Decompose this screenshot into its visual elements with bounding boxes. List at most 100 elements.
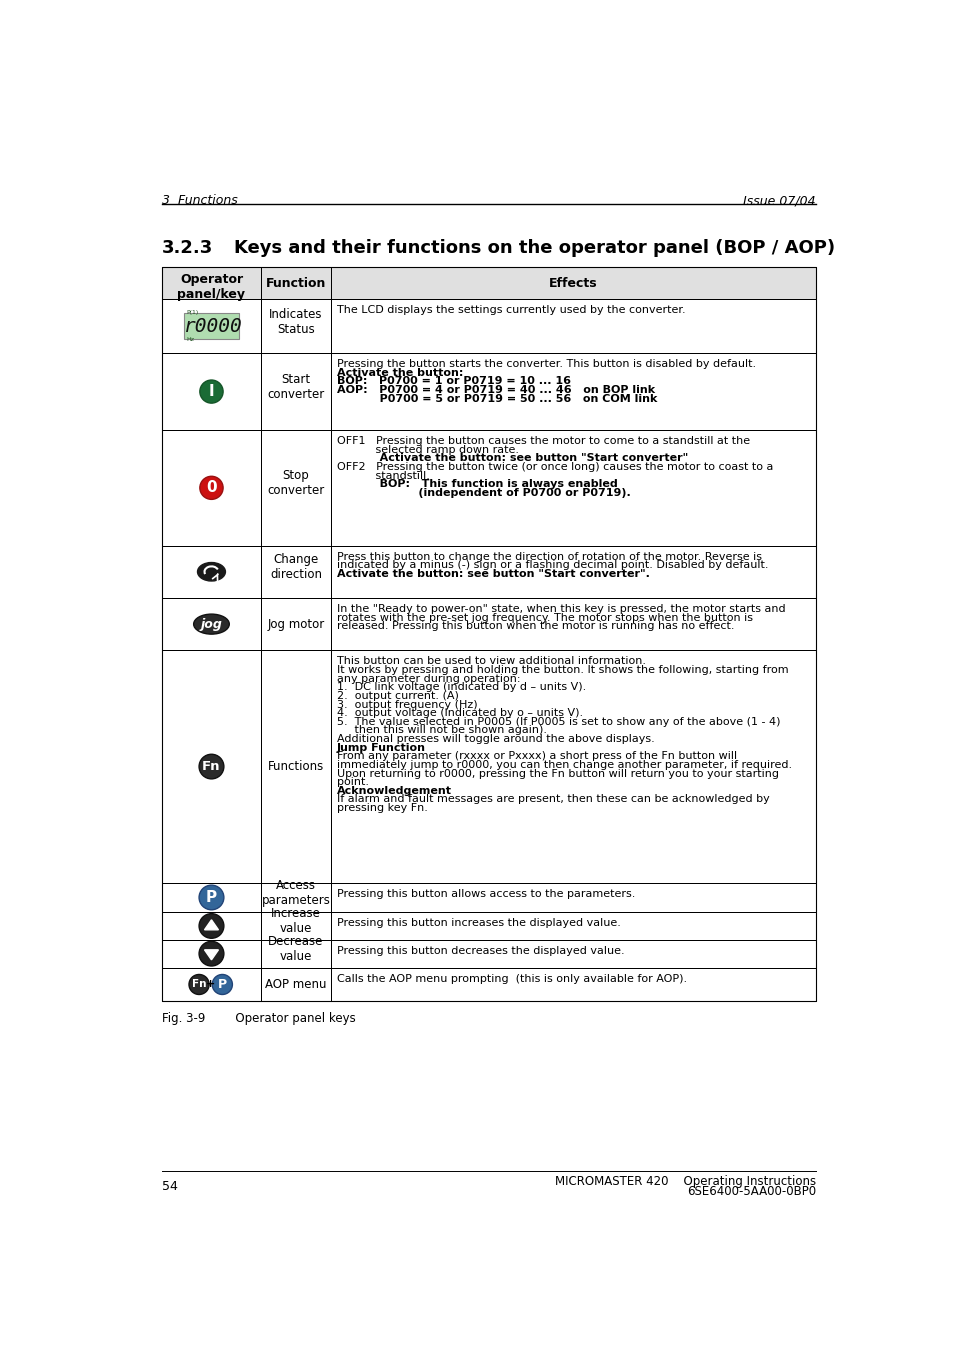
Bar bbox=[331, 598, 815, 650]
Text: rotates with the pre-set jog frequency. The motor stops when the button is: rotates with the pre-set jog frequency. … bbox=[336, 613, 752, 623]
Bar bbox=[261, 912, 331, 940]
Text: If alarm and fault messages are present, then these can be acknowledged by: If alarm and fault messages are present,… bbox=[336, 794, 769, 804]
Text: In the "Ready to power-on" state, when this key is pressed, the motor starts and: In the "Ready to power-on" state, when t… bbox=[336, 604, 785, 615]
Bar bbox=[183, 313, 239, 339]
Text: Start
converter: Start converter bbox=[267, 373, 324, 401]
Text: pressing key Fn.: pressing key Fn. bbox=[336, 802, 428, 813]
Bar bbox=[331, 267, 815, 299]
Text: OFF1   Pressing the button causes the motor to come to a standstill at the: OFF1 Pressing the button causes the moto… bbox=[336, 436, 749, 446]
Text: Stop
converter: Stop converter bbox=[267, 469, 324, 497]
Bar bbox=[331, 882, 815, 912]
Text: Functions: Functions bbox=[268, 761, 324, 773]
Bar bbox=[162, 299, 261, 353]
Ellipse shape bbox=[193, 615, 229, 634]
Bar bbox=[261, 598, 331, 650]
Text: Jog motor: Jog motor bbox=[267, 617, 324, 631]
Text: I: I bbox=[209, 384, 214, 399]
Text: BOP:   P0700 = 1 or P0719 = 10 ... 16: BOP: P0700 = 1 or P0719 = 10 ... 16 bbox=[336, 377, 571, 386]
Ellipse shape bbox=[197, 562, 225, 581]
Text: AOP:   P0700 = 4 or P0719 = 40 ... 46   on BOP link: AOP: P0700 = 4 or P0719 = 40 ... 46 on B… bbox=[336, 385, 655, 394]
Text: Decrease
value: Decrease value bbox=[268, 935, 323, 963]
Bar bbox=[261, 967, 331, 1001]
Bar bbox=[162, 267, 261, 299]
Text: Indicates
Status: Indicates Status bbox=[269, 308, 322, 335]
Bar bbox=[331, 353, 815, 430]
Bar bbox=[162, 912, 261, 940]
Text: Access
parameters: Access parameters bbox=[261, 880, 330, 907]
Text: Pressing this button decreases the displayed value.: Pressing this button decreases the displ… bbox=[336, 946, 624, 957]
Text: +: + bbox=[206, 979, 215, 989]
Text: 5.  The value selected in P0005 (If P0005 is set to show any of the above (1 - 4: 5. The value selected in P0005 (If P0005… bbox=[336, 717, 780, 727]
Text: 6SE6400-5AA00-0BP0: 6SE6400-5AA00-0BP0 bbox=[686, 1185, 815, 1198]
Text: Activate the button: see button "Start converter".: Activate the button: see button "Start c… bbox=[336, 569, 649, 580]
Text: indicated by a minus (-) sign or a flashing decimal point. Disabled by default.: indicated by a minus (-) sign or a flash… bbox=[336, 561, 768, 570]
Bar bbox=[261, 430, 331, 546]
Bar bbox=[331, 967, 815, 1001]
Text: OFF2   Pressing the button twice (or once long) causes the motor to coast to a: OFF2 Pressing the button twice (or once … bbox=[336, 462, 773, 471]
Circle shape bbox=[189, 974, 209, 994]
Circle shape bbox=[199, 885, 224, 909]
Text: Hz: Hz bbox=[186, 336, 193, 342]
Text: 3.2.3: 3.2.3 bbox=[162, 239, 213, 257]
Text: selected ramp down rate.: selected ramp down rate. bbox=[336, 444, 518, 455]
Text: 4.  output voltage (indicated by o – units V).: 4. output voltage (indicated by o – unit… bbox=[336, 708, 582, 719]
Text: Fn: Fn bbox=[202, 761, 220, 773]
Bar bbox=[162, 882, 261, 912]
Polygon shape bbox=[204, 920, 218, 929]
Text: then this will not be shown again).: then this will not be shown again). bbox=[336, 725, 546, 735]
Text: Activate the button: see button "Start converter": Activate the button: see button "Start c… bbox=[336, 454, 687, 463]
Text: From any parameter (rxxxx or Pxxxx) a short press of the Fn button will: From any parameter (rxxxx or Pxxxx) a sh… bbox=[336, 751, 737, 762]
Text: immediately jump to r0000, you can then change another parameter, if required.: immediately jump to r0000, you can then … bbox=[336, 761, 791, 770]
Text: Issue 07/04: Issue 07/04 bbox=[742, 195, 815, 208]
Text: Jump Function: Jump Function bbox=[336, 743, 426, 753]
Bar bbox=[162, 353, 261, 430]
Text: 2.  output current. (A): 2. output current. (A) bbox=[336, 690, 458, 701]
Text: Change
direction: Change direction bbox=[270, 553, 321, 581]
Text: Pressing the button starts the converter. This button is disabled by default.: Pressing the button starts the converter… bbox=[336, 359, 756, 369]
Text: P0700 = 5 or P0719 = 50 ... 56   on COM link: P0700 = 5 or P0719 = 50 ... 56 on COM li… bbox=[336, 393, 657, 404]
Text: 3  Functions: 3 Functions bbox=[162, 195, 237, 208]
Bar bbox=[162, 967, 261, 1001]
Bar bbox=[331, 430, 815, 546]
Text: The LCD displays the settings currently used by the converter.: The LCD displays the settings currently … bbox=[336, 305, 685, 315]
Text: Additional presses will toggle around the above displays.: Additional presses will toggle around th… bbox=[336, 734, 654, 744]
Text: MICROMASTER 420    Operating Instructions: MICROMASTER 420 Operating Instructions bbox=[555, 1175, 815, 1189]
Text: point.: point. bbox=[336, 777, 369, 788]
Bar bbox=[331, 546, 815, 598]
Bar bbox=[261, 650, 331, 882]
Circle shape bbox=[212, 974, 233, 994]
Bar bbox=[261, 882, 331, 912]
Text: Calls the AOP menu prompting  (this is only available for AOP).: Calls the AOP menu prompting (this is on… bbox=[336, 974, 686, 984]
Text: 1.  DC link voltage (indicated by d – units V).: 1. DC link voltage (indicated by d – uni… bbox=[336, 682, 586, 692]
Text: Acknowledgement: Acknowledgement bbox=[336, 786, 452, 796]
Text: It works by pressing and holding the button. It shows the following, starting fr: It works by pressing and holding the but… bbox=[336, 665, 788, 676]
Text: 0: 0 bbox=[206, 481, 216, 496]
Text: P: P bbox=[206, 890, 217, 905]
Text: AOP menu: AOP menu bbox=[265, 978, 326, 992]
Text: Effects: Effects bbox=[549, 277, 598, 290]
Text: 3.  output frequency (Hz): 3. output frequency (Hz) bbox=[336, 700, 477, 709]
Bar bbox=[261, 299, 331, 353]
Text: any parameter during operation:: any parameter during operation: bbox=[336, 674, 520, 684]
Bar bbox=[162, 598, 261, 650]
Polygon shape bbox=[204, 950, 218, 959]
Text: released. Pressing this button when the motor is running has no effect.: released. Pressing this button when the … bbox=[336, 621, 734, 631]
Text: Activate the button:: Activate the button: bbox=[336, 367, 463, 378]
Text: Increase
value: Increase value bbox=[271, 908, 320, 935]
Text: P(1): P(1) bbox=[186, 311, 198, 315]
Bar bbox=[331, 940, 815, 967]
Text: (independent of P0700 or P0719).: (independent of P0700 or P0719). bbox=[336, 488, 630, 499]
Bar bbox=[261, 940, 331, 967]
Text: Fn: Fn bbox=[192, 979, 206, 989]
Text: Function: Function bbox=[266, 277, 326, 290]
Text: Pressing this button increases the displayed value.: Pressing this button increases the displ… bbox=[336, 919, 620, 928]
Text: jog: jog bbox=[200, 617, 222, 631]
Text: r0000: r0000 bbox=[184, 316, 243, 335]
Bar bbox=[162, 267, 815, 1001]
Bar bbox=[261, 267, 331, 299]
Text: Pressing this button allows access to the parameters.: Pressing this button allows access to th… bbox=[336, 889, 635, 898]
Text: Press this button to change the direction of rotation of the motor. Reverse is: Press this button to change the directio… bbox=[336, 551, 761, 562]
Text: Fig. 3-9        Operator panel keys: Fig. 3-9 Operator panel keys bbox=[162, 1012, 355, 1025]
Text: Keys and their functions on the operator panel (BOP / AOP): Keys and their functions on the operator… bbox=[233, 239, 834, 257]
Bar bbox=[261, 353, 331, 430]
